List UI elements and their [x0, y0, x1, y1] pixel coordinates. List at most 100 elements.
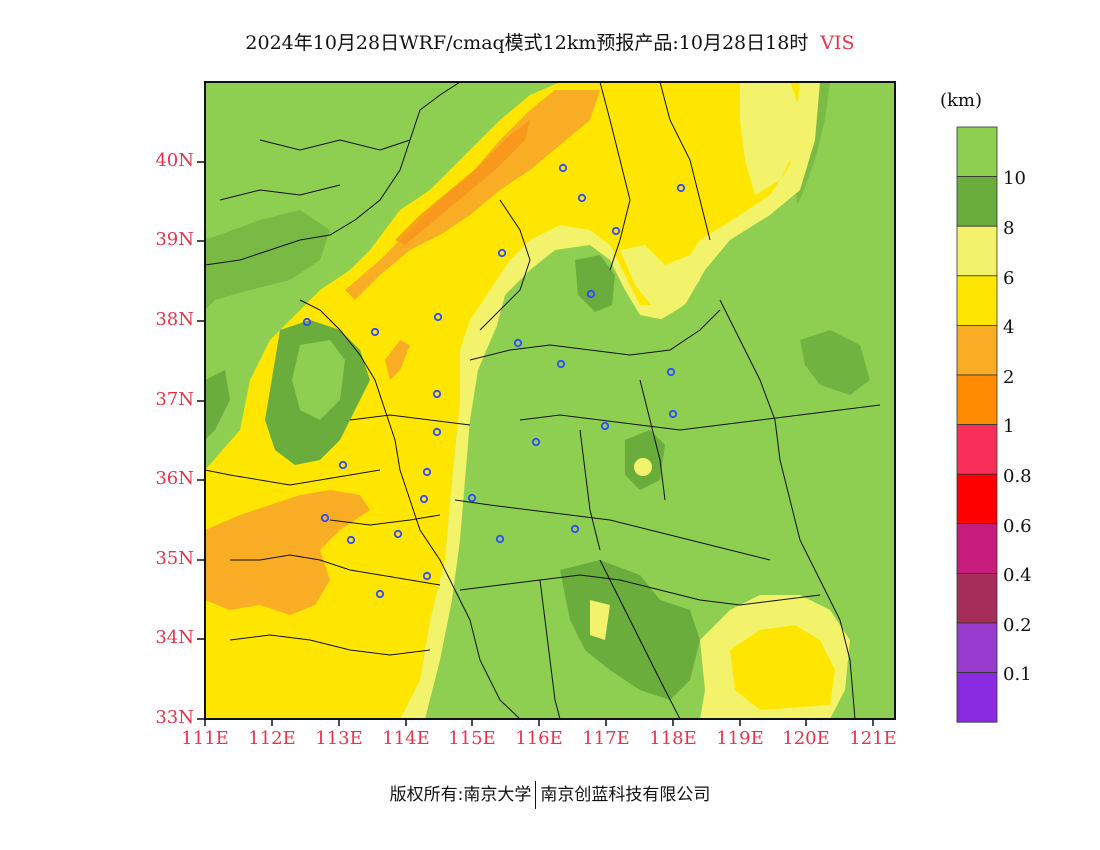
- vis-8to10-patch-4: [800, 330, 870, 395]
- vis-6to8-bohai: [620, 245, 700, 310]
- colorbar-swatch: [956, 324, 998, 376]
- station-marker: [577, 193, 587, 203]
- colorbar-swatch: [956, 424, 998, 475]
- station-marker: [558, 163, 568, 173]
- colorbar-swatch: [956, 672, 998, 723]
- lat-label: 35N: [155, 548, 194, 569]
- station-marker: [556, 359, 566, 369]
- station-marker: [375, 589, 385, 599]
- footer-divider: [535, 781, 537, 809]
- station-marker: [419, 494, 429, 504]
- vis-4to6-region: [205, 82, 800, 719]
- vis-over10-west: [205, 82, 430, 450]
- lon-label: 116E: [515, 728, 563, 749]
- lon-label: 121E: [849, 728, 897, 749]
- variable-label: VIS: [820, 32, 855, 54]
- lon-label: 120E: [782, 728, 830, 749]
- copyright-owner: 版权所有:南京大学: [389, 785, 532, 805]
- station-marker: [422, 467, 432, 477]
- colorbar-label: 0.2: [1003, 615, 1032, 636]
- colorbar-swatch: [956, 225, 998, 277]
- station-marker: [346, 535, 356, 545]
- lon-label: 114E: [382, 728, 430, 749]
- province-boundary-line: [639, 379, 666, 501]
- vis-2to4-patch: [385, 340, 410, 380]
- lat-label: 40N: [155, 150, 194, 171]
- lon-label: 112E: [248, 728, 296, 749]
- vis-6to8-northeast: [740, 82, 800, 195]
- lon-label: 113E: [315, 728, 363, 749]
- lat-ticks: [197, 161, 205, 720]
- station-marker: [433, 312, 443, 322]
- station-marker: [531, 437, 541, 447]
- lon-label: 118E: [649, 728, 697, 749]
- lon-label: 117E: [582, 728, 630, 749]
- vis-4to6-southeast: [730, 625, 835, 710]
- admin-boundaries: [205, 82, 881, 719]
- copyright-footer: 版权所有:南京大学 南京创蓝科技有限公司: [0, 780, 1100, 809]
- province-boundary-line: [205, 82, 461, 266]
- vis-6to8-spot: [634, 458, 652, 476]
- colorbar-swatch: [956, 126, 998, 177]
- province-boundary-line: [259, 139, 411, 151]
- station-marker: [497, 248, 507, 258]
- station-marker: [393, 529, 403, 539]
- colorbar-label: 1: [1003, 416, 1015, 437]
- colorbar-swatch: [956, 374, 998, 425]
- station-marker: [600, 421, 610, 431]
- province-boundary-line: [329, 514, 441, 526]
- colorbar-label: 6: [1003, 268, 1015, 289]
- vis-8to10-patch-3: [560, 560, 700, 700]
- station-marker: [513, 338, 523, 348]
- station-marker: [302, 317, 312, 327]
- vis-2to4-southwest: [205, 490, 370, 615]
- copyright-company: 南京创蓝科技有限公司: [540, 785, 711, 805]
- lat-label: 39N: [155, 229, 194, 250]
- province-boundary-line: [229, 634, 431, 656]
- vis-over10-basin: [292, 340, 345, 420]
- province-boundary-line: [599, 82, 631, 271]
- visibility-field: [205, 82, 895, 719]
- vis-8to10-patch-5: [205, 370, 230, 440]
- station-markers: [302, 163, 686, 599]
- station-marker: [668, 409, 678, 419]
- coastline: [719, 299, 856, 719]
- province-boundary-line: [479, 199, 531, 331]
- station-marker: [370, 327, 380, 337]
- colorbar-swatch: [956, 473, 998, 525]
- colorbar-swatch: [956, 573, 998, 624]
- province-boundary-line: [599, 559, 681, 719]
- vis-2to4-ridge-core: [395, 120, 530, 245]
- province-boundary-line: [459, 574, 821, 606]
- station-marker: [570, 524, 580, 534]
- province-boundary-line: [539, 579, 561, 719]
- title-text: 2024年10月28日WRF/cmaq模式12km预报产品:10月28日18时: [245, 32, 809, 54]
- colorbar-swatch: [956, 176, 998, 227]
- province-boundary-line: [519, 404, 881, 431]
- lon-label: 111E: [181, 728, 229, 749]
- lat-label: 37N: [155, 389, 194, 410]
- province-boundary-line: [219, 184, 341, 201]
- province-boundary-line: [349, 414, 471, 426]
- station-marker: [467, 493, 477, 503]
- station-marker: [586, 289, 596, 299]
- station-marker: [320, 513, 330, 523]
- station-marker: [676, 183, 686, 193]
- lat-label: 38N: [155, 309, 194, 330]
- colorbar-label: 0.4: [1003, 565, 1032, 586]
- vis-6to8-spot-2: [590, 600, 610, 640]
- colorbar-label: 0.1: [1003, 664, 1032, 685]
- colorbar-label: 0.6: [1003, 516, 1032, 537]
- province-boundary-line: [659, 82, 711, 241]
- station-marker: [422, 571, 432, 581]
- station-marker: [666, 367, 676, 377]
- station-marker: [432, 427, 442, 437]
- colorbar-label: 2: [1003, 367, 1015, 388]
- lat-label: 34N: [155, 627, 194, 648]
- province-boundary-line: [230, 554, 441, 586]
- station-marker: [611, 226, 621, 236]
- colorbar-swatch: [956, 523, 998, 574]
- colorbar-swatch: [956, 275, 998, 326]
- lat-label: 33N: [155, 707, 194, 728]
